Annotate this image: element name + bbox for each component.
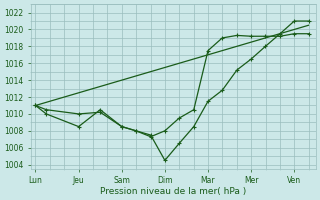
X-axis label: Pression niveau de la mer( hPa ): Pression niveau de la mer( hPa ) <box>100 187 247 196</box>
